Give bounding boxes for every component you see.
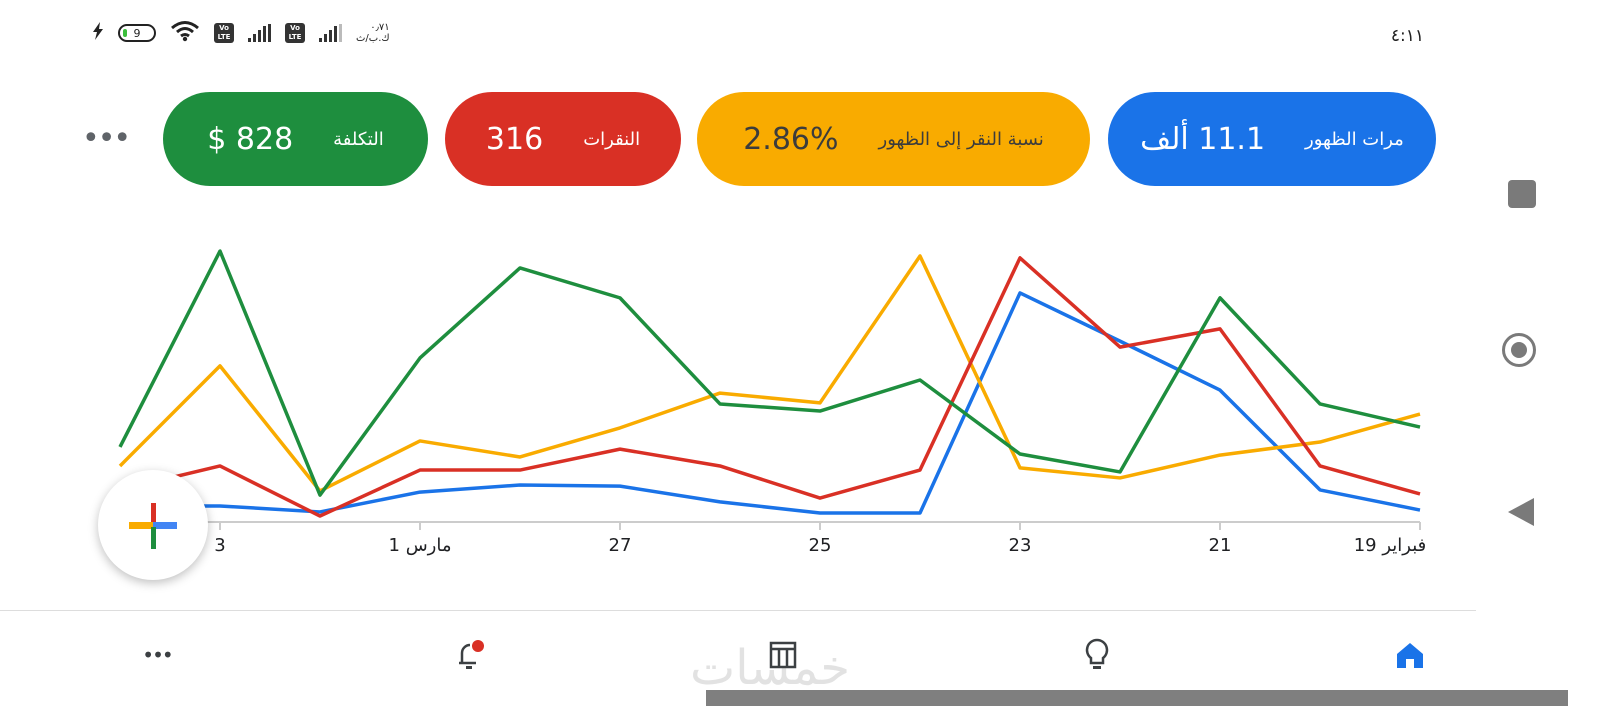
lightbulb-icon xyxy=(1085,638,1109,669)
metric-label: التكلفة xyxy=(333,128,384,150)
x-tick-label: 27 xyxy=(608,535,632,556)
series-line-1 xyxy=(118,254,1421,493)
more-options-icon[interactable]: ••• xyxy=(82,121,131,156)
metric-label: نسبة النقر إلى الظهور xyxy=(878,128,1044,150)
nav-home[interactable] xyxy=(1380,630,1440,680)
wifi-icon xyxy=(170,20,200,46)
metric-card-clicks[interactable]: النقرات 316 xyxy=(445,92,681,186)
google-plus-icon xyxy=(129,503,177,549)
battery-level: 9 xyxy=(133,26,141,40)
x-tick-label: 23 xyxy=(1008,535,1032,556)
overlay-bar xyxy=(706,690,1568,706)
volte-icon: Vo LTE xyxy=(214,23,234,43)
charging-bolt-icon xyxy=(92,22,104,44)
x-tick-label: 21 xyxy=(1208,535,1232,556)
performance-line-chart xyxy=(110,249,1421,530)
metric-value: 316 xyxy=(485,121,544,157)
signal-icon xyxy=(248,24,271,42)
divider xyxy=(0,610,1476,611)
metric-label: مرات الظهور xyxy=(1305,128,1404,150)
metric-value: 11.1 ألف xyxy=(1140,121,1266,157)
series-line-2 xyxy=(119,256,1421,518)
nav-recommendations[interactable] xyxy=(1067,630,1127,680)
volte-icon: Vo LTE xyxy=(285,23,305,43)
home-circle-icon[interactable] xyxy=(1502,333,1536,367)
notification-badge xyxy=(472,640,484,652)
back-triangle-icon[interactable] xyxy=(1506,496,1536,528)
signal-icon xyxy=(319,24,342,42)
x-tick-label: 3 xyxy=(214,535,226,556)
x-tick-label: مارس 1 xyxy=(388,535,452,556)
network-speed: ٠٫٧١ ك.ب/ث xyxy=(356,22,390,44)
clock: ٤:١١ xyxy=(1390,26,1424,46)
add-button[interactable] xyxy=(98,470,208,580)
metric-value: 2.86% xyxy=(743,121,839,157)
status-bar-left: 9 Vo LTE Vo LTE ٠٫٧١ ك.ب/ث xyxy=(92,20,390,46)
series-line-3 xyxy=(118,249,1421,497)
metric-card-ctr[interactable]: نسبة النقر إلى الظهور 2.86% xyxy=(697,92,1090,186)
nav-notifications[interactable] xyxy=(442,630,502,680)
x-tick-label: فبراير 19 xyxy=(1353,535,1427,556)
metric-card-impressions[interactable]: مرات الظهور 11.1 ألف xyxy=(1108,92,1436,186)
nav-more[interactable]: ••• xyxy=(127,630,187,680)
battery-icon: 9 xyxy=(118,24,156,42)
x-tick-label: 25 xyxy=(808,535,832,556)
metric-value: $ 828 xyxy=(207,121,294,157)
metric-card-cost[interactable]: التكلفة $ 828 xyxy=(163,92,428,186)
nav-campaigns[interactable] xyxy=(753,630,813,680)
table-icon xyxy=(769,641,797,669)
more-horiz-icon: ••• xyxy=(142,643,173,667)
system-navigation xyxy=(1476,0,1600,720)
metric-label: النقرات xyxy=(583,128,641,150)
recents-square-icon[interactable] xyxy=(1508,180,1536,208)
home-icon xyxy=(1397,643,1423,668)
notifications-icon xyxy=(459,640,484,669)
